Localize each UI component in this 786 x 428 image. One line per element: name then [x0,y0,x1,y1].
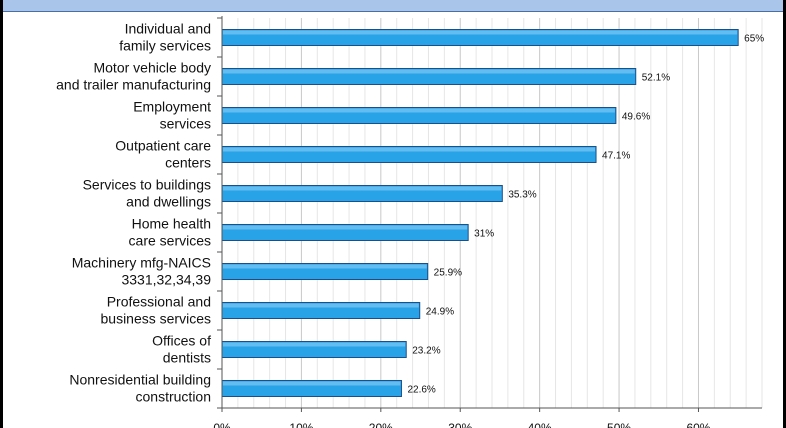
category-label-line: Nonresidential building [69,372,211,388]
category-label-line: and trailer manufacturing [56,77,211,93]
category-label-line: family services [119,38,211,54]
value-label: 47.1% [602,151,630,162]
category-label-line: Employment [133,99,211,115]
category-label: Home health care services [129,216,211,249]
category-label-line: Individual and [125,21,211,37]
x-tick-label: 30% [448,421,472,428]
category-label-line: Offices of [152,333,211,349]
category-label: Outpatient care centers [115,138,211,171]
value-label: 31% [474,229,494,240]
bar-highlight [223,108,615,113]
category-label-line: 3331,32,34,39 [121,272,211,288]
bar-highlight [223,69,635,74]
category-label: Individual and family services [119,21,211,54]
category-label-line: Outpatient care [115,138,211,154]
value-label: 49.6% [622,112,650,123]
bar-layer [221,29,739,397]
bar-highlight [223,225,468,230]
bar-highlight [223,186,502,191]
axis-layer: 0% 10% 20% 30% 40% 50% 60% [213,16,762,428]
category-label: Nonresidential building construction [69,372,211,405]
value-label: 65% [744,34,764,45]
x-tick-label: 60% [686,421,710,428]
bar-highlight [223,381,401,386]
category-label-line: Home health [132,216,211,232]
category-label: Motor vehicle body and trailer manufactur… [56,60,211,93]
bar-highlight [223,342,406,347]
category-label: Services to buildings and dwellings [83,177,211,210]
category-label-line: Motor vehicle body [93,60,211,76]
value-label: 25.9% [434,268,462,279]
category-label-line: business services [101,311,212,327]
category-label: Machinery mfg-NAICS 3331,32,34,39 [72,255,211,288]
bar-highlight [223,303,419,308]
category-label-line: centers [165,155,211,171]
category-label-line: Professional and [107,294,211,310]
category-label-line: construction [136,389,211,405]
category-label-line: care services [129,233,211,249]
value-label: 24.9% [426,307,454,318]
category-label: Employment services [133,99,211,132]
category-label-line: and dwellings [126,194,211,210]
category-label: Professional and business services [101,294,212,327]
x-tick-label: 40% [528,421,552,428]
value-label: 35.3% [508,190,536,201]
x-tick-label: 50% [607,421,631,428]
label-layer: 65% Individual and family services 52.1% Mot… [56,21,764,405]
x-tick-label: 10% [289,421,313,428]
category-label-line: Machinery mfg-NAICS [72,255,211,271]
bar-highlight [223,30,738,35]
x-tick-label: 0% [213,421,231,428]
category-label: Offices of dentists [152,333,211,366]
x-tick-label: 20% [369,421,393,428]
category-label-line: Services to buildings [83,177,211,193]
value-label: 22.6% [407,385,435,396]
title-strip [0,0,786,12]
category-label-line: services [160,116,211,132]
bar-highlight [223,147,596,152]
bar-highlight [223,264,427,269]
value-label: 23.2% [412,346,440,357]
category-label-line: dentists [163,350,211,366]
value-label: 52.1% [642,73,670,84]
